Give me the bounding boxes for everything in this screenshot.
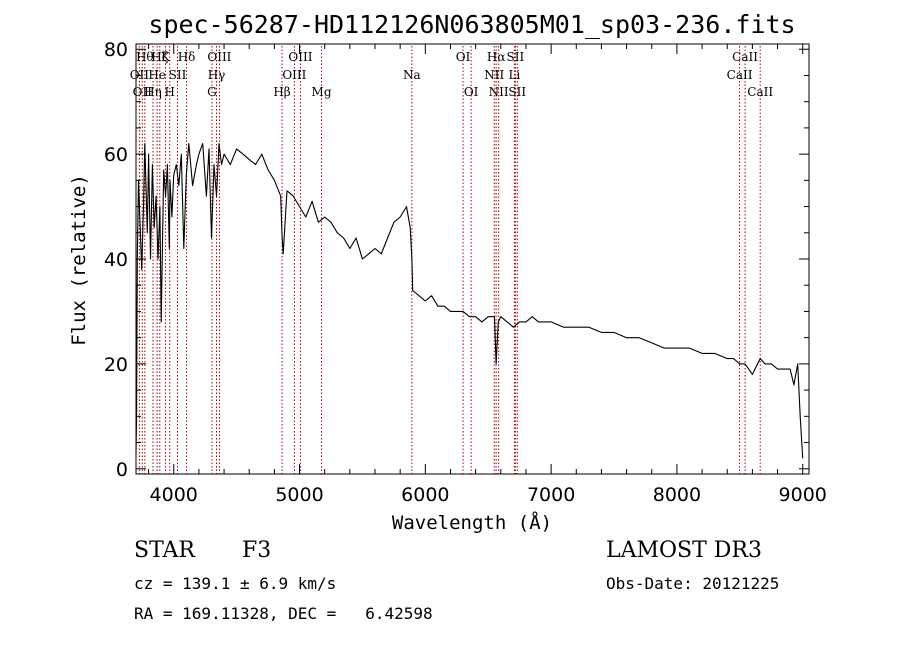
y-tick-label: 80	[104, 39, 128, 61]
redshift-velocity: cz = 139.1 ± 6.9 km/s	[134, 574, 337, 593]
spectral-line-label: He	[148, 68, 166, 82]
spectral-line-label: Hγ	[208, 68, 226, 82]
plot-frame	[135, 43, 810, 475]
spectral-line-label: OI	[456, 50, 471, 64]
axes: 4000 5000 6000 7000 8000 9000 0 20 40 60 80	[104, 39, 827, 506]
spectral-line-label: Mg	[312, 85, 332, 99]
x-tick-label: 7000	[527, 484, 575, 506]
spectral-line-label: CaII	[732, 50, 758, 64]
spectral-line-label: G	[207, 85, 217, 99]
x-tick-label: 9000	[779, 484, 827, 506]
x-axis-label: Wavelength (Å)	[392, 511, 552, 534]
spectral-line-label: NII	[484, 68, 504, 82]
survey-name: LAMOST DR3	[606, 538, 762, 563]
spectral-line-label: NII	[489, 85, 509, 99]
coordinates: RA = 169.11328, DEC = 6.42598	[134, 604, 433, 623]
chart-title: spec-56287-HD112126N063805M01_sp03-236.f…	[148, 10, 795, 39]
spectral-subclass: F3	[242, 538, 272, 563]
spectral-line-label: OI	[464, 85, 479, 99]
spectral-line-markers	[138, 46, 761, 474]
spectral-line-label: Hβ	[273, 85, 290, 99]
flux-line	[135, 143, 804, 459]
observation-date: Obs-Date: 20121225	[606, 574, 780, 593]
y-tick-label: 0	[116, 459, 128, 481]
spectral-line-label: CaII	[727, 68, 753, 82]
spectral-line-label: CaII	[747, 85, 773, 99]
y-tick-label: 40	[104, 249, 128, 271]
spectral-line-label: Hη	[144, 85, 162, 99]
spectral-line-label: Hδ	[178, 50, 196, 64]
spectral-line-label: Hζ	[151, 50, 168, 64]
y-tick-label: 60	[104, 144, 128, 166]
spectral-line-label: OIII	[207, 50, 231, 64]
spectral-line-label: Na	[403, 68, 421, 82]
spectral-line-label: OIII	[288, 50, 312, 64]
spectral-line-label: Hθ	[136, 50, 154, 64]
spectral-line-label: OIII	[282, 68, 306, 82]
spectral-line-label: K	[161, 50, 171, 64]
spectral-line-labels: OIIOIIHθHηHeHζKHSIIHδGHγOIIIHβOIIIOIIIMg…	[130, 50, 774, 99]
spectral-line-label: SII	[507, 50, 525, 64]
x-tick-label: 5000	[275, 484, 323, 506]
spectral-line-label: SII	[169, 68, 187, 82]
flux-series	[135, 143, 804, 459]
spectral-line-label: Hα	[487, 50, 506, 64]
spectral-line-label: Li	[508, 68, 520, 82]
x-tick-label: 8000	[653, 484, 701, 506]
y-tick-label: 20	[104, 354, 128, 376]
spectrum-chart: spec-56287-HD112126N063805M01_sp03-236.f…	[68, 10, 827, 534]
y-axis-label: Flux (relative)	[68, 174, 90, 346]
spectral-line-label: OII	[133, 85, 153, 99]
spectral-line-label: SII	[508, 85, 526, 99]
object-type: STAR	[134, 538, 195, 563]
spectral-line-label: H	[164, 85, 174, 99]
x-tick-label: 6000	[401, 484, 449, 506]
x-tick-label: 4000	[150, 484, 198, 506]
